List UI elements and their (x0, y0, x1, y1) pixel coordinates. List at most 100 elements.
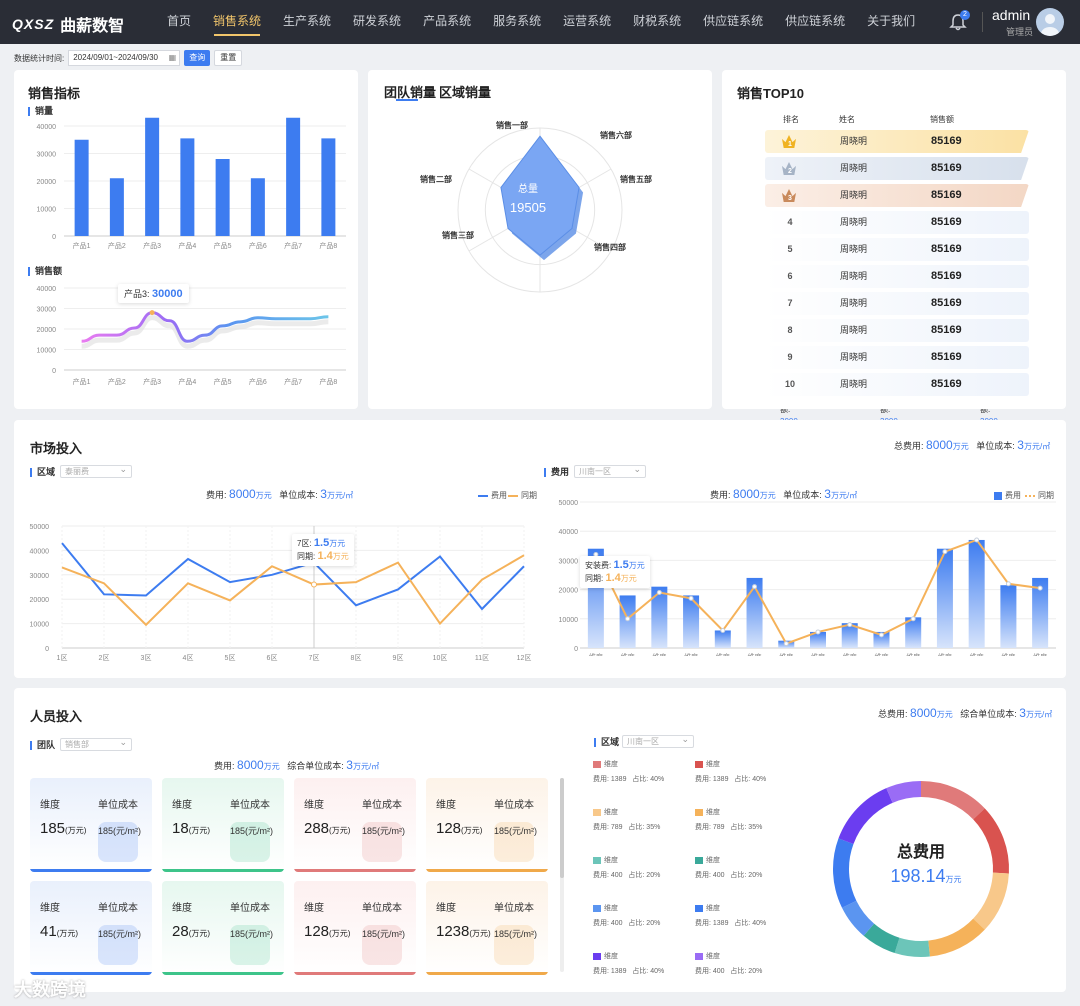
logo[interactable]: QXSZ 曲薪数智 (12, 12, 124, 36)
team-scrollbar[interactable] (560, 778, 564, 972)
radar-axis-label: 销售六部 (600, 130, 632, 140)
y-tick-label: 10000 (37, 348, 57, 355)
amount-line-chart: 0 10000 20000 30000 40000 产品1 产品2 产品3 产品4 产品5 产品6 产… (37, 286, 346, 386)
date-range-input[interactable]: 2024/09/01~2024/09/30 ▦ (68, 50, 181, 66)
team-cost-card[interactable]: 维度 单位成本 1238(万元) 185(元/m²) (426, 881, 548, 975)
table-row[interactable]: 9 周晓明 85169 (765, 346, 1029, 369)
table-row[interactable]: 7 周晓明 85169 (765, 292, 1029, 315)
rank-name: 周晓明 (840, 217, 868, 227)
right-unit-label: 单位成本: (783, 490, 822, 500)
fee-tooltip-v1: 1.5 (613, 559, 629, 571)
rank-name: 周晓明 (840, 271, 868, 281)
legend-fee-bar[interactable]: 费用 (994, 490, 1021, 501)
nav-item[interactable]: 运营系统 (563, 14, 612, 28)
x-tick-label: 11区 (475, 654, 489, 662)
card-key-2: 单位成本 (362, 800, 402, 811)
x-tick-label: 产品5 (214, 241, 232, 250)
area-legend-item[interactable]: 维度 费用: 1389 占比: 40% (695, 903, 766, 928)
date-filter-label: 数据统计时间: (14, 53, 65, 63)
team-cost-card[interactable]: 维度 单位成本 28(万元) 185(元/m²) (162, 881, 284, 975)
team-cost-card[interactable]: 维度 单位成本 128(万元) 185(元/m²) (294, 881, 416, 975)
area-swatch-icon (695, 856, 703, 864)
legend-fee-bar-icon (994, 491, 1002, 500)
team-select[interactable]: 销售部 (60, 737, 132, 751)
reset-button[interactable]: 重置 (214, 50, 243, 66)
area-legend-item[interactable]: 维度 费用: 400 占比: 20% (695, 855, 762, 880)
table-row[interactable]: 3 周晓明 85169 (765, 184, 1029, 207)
fee-select[interactable]: 川南一区 (574, 464, 646, 478)
team-card-icon (230, 822, 270, 862)
radar-axis-label: 销售四部 (594, 242, 626, 252)
tab-team-sales[interactable]: 团队销量 (384, 85, 437, 100)
nav-item[interactable]: 供应链系统 (703, 14, 764, 28)
legend-yoy[interactable]: 同期 (508, 490, 537, 501)
tab-region-sales[interactable]: 区域销量 (439, 85, 492, 100)
user-name[interactable]: admin (992, 7, 1031, 23)
calendar-icon: ▦ (168, 53, 177, 62)
donut-slice (863, 923, 900, 953)
nav-item[interactable]: 财税系统 (633, 14, 682, 28)
area-fee: 费用: 400 (593, 872, 623, 879)
region-label: 区域 (30, 468, 55, 477)
personnel-title: 人员投入 (30, 709, 83, 724)
area-legend-values: 费用: 400 占比: 20% (593, 918, 660, 928)
bar (321, 138, 336, 236)
top10-header-rank: 排名 (783, 115, 799, 124)
legend-fee[interactable]: 费用 (478, 490, 507, 501)
area-legend-item[interactable]: 维度 费用: 1389 占比: 40% (695, 759, 766, 784)
table-row[interactable]: 2 周晓明 85169 (765, 157, 1029, 180)
table-row[interactable]: 5 周晓明 85169 (765, 238, 1029, 261)
team-cost-card[interactable]: 维度 单位成本 288(万元) 185(元/m²) (294, 778, 416, 872)
nav-item[interactable]: 研发系统 (353, 14, 402, 28)
area-legend-item[interactable]: 维度 费用: 400 占比: 20% (593, 903, 660, 928)
team-cost-card[interactable]: 维度 单位成本 128(万元) 185(元/m²) (426, 778, 548, 872)
nav-item[interactable]: 服务系统 (493, 14, 542, 28)
area-legend-item[interactable]: 维度 费用: 400 占比: 20% (695, 951, 762, 976)
team-cost-card[interactable]: 维度 单位成本 185(万元) 185(元/m²) (30, 778, 152, 872)
region-tooltip: 7区: 1.5万元 同期: 1.4万元 (292, 534, 354, 566)
area-share: 占比: 40% (632, 776, 665, 783)
donut-unit: 万元 (945, 875, 962, 884)
team-unit-label: 综合单位成本: (287, 761, 344, 771)
team-cost-card[interactable]: 维度 单位成本 41(万元) 185(元/m²) (30, 881, 152, 975)
area-legend-item[interactable]: 维度 费用: 1389 占比: 40% (593, 951, 664, 976)
y-tick-label: 40000 (37, 124, 57, 131)
team-scrollbar-thumb[interactable] (560, 778, 564, 878)
nav-item[interactable]: 产品系统 (423, 14, 472, 28)
nav-item[interactable]: 供应链系统 (785, 14, 846, 28)
bar (250, 178, 265, 236)
area-legend-item[interactable]: 维度 费用: 789 占比: 35% (593, 807, 660, 832)
nav-item[interactable]: 关于我们 (867, 14, 916, 28)
area-select[interactable]: 川南一区 (622, 734, 694, 748)
avatar[interactable] (1036, 8, 1064, 36)
nav-item[interactable]: 首页 (167, 14, 192, 28)
nav-item[interactable]: 生产系统 (283, 14, 332, 28)
table-row[interactable]: 6 周晓明 85169 (765, 265, 1029, 288)
legend-yoy-line[interactable]: 同期 (1025, 490, 1054, 501)
card-key-1: 维度 (40, 800, 60, 811)
table-row[interactable]: 8 周晓明 85169 (765, 319, 1029, 342)
rank-number: 6 (787, 271, 793, 281)
query-button[interactable]: 查询 (184, 50, 211, 66)
area-legend-item[interactable]: 维度 费用: 1389 占比: 40% (593, 759, 664, 784)
area-share: 占比: 20% (730, 872, 763, 879)
rank-name: 周晓明 (840, 244, 868, 254)
team-unit-unit: 万元/㎡ (352, 762, 380, 771)
left-unit-unit: 万元/㎡ (326, 491, 354, 500)
card-accent-bar (30, 869, 152, 872)
area-legend-item[interactable]: 维度 费用: 789 占比: 35% (695, 807, 762, 832)
rank-value: 85169 (931, 216, 962, 228)
card-value-unit: (万元) (461, 826, 483, 835)
area-legend-item[interactable]: 维度 费用: 400 占比: 20% (593, 855, 660, 880)
region-select[interactable]: 泰丽费 (60, 464, 132, 478)
card-accent-bar (294, 869, 416, 872)
nav-item[interactable]: 销售系统 (202, 0, 272, 44)
team-cost-card[interactable]: 维度 单位成本 18(万元) 185(元/m²) (162, 778, 284, 872)
table-row[interactable]: 10 周晓明 85169 (765, 373, 1029, 396)
table-row[interactable]: 4 周晓明 85169 (765, 211, 1029, 234)
legend-yoy-line-icon (508, 494, 518, 497)
bar (145, 117, 160, 236)
market-unit-unit: 万元/㎡ (1023, 442, 1051, 451)
table-row[interactable]: 1 周晓明 85169 (765, 130, 1029, 153)
yoy-point (1037, 585, 1043, 591)
